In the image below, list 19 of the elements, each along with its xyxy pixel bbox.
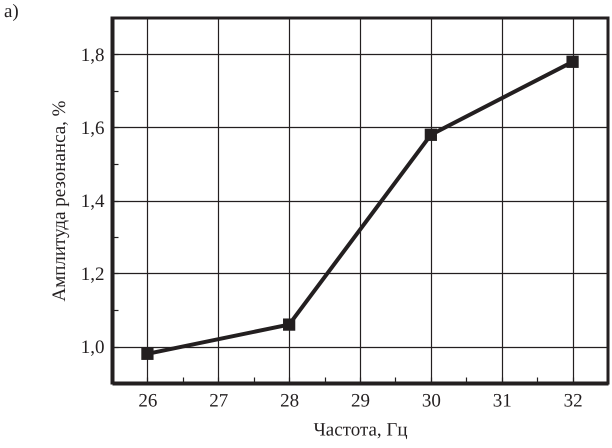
y-tick-label: 1,2 [80, 264, 104, 285]
y-tick-label: 1,0 [80, 337, 104, 358]
x-tick-label: 28 [280, 390, 300, 412]
x-axis-title: Частота, Гц [313, 420, 408, 440]
text: a) [4, 1, 19, 22]
point [283, 318, 296, 331]
y-tick-label: 1,4 [80, 191, 105, 212]
y-tick-label: 1,8 [80, 45, 104, 66]
y-tick-label: 1,6 [80, 118, 104, 139]
x-tick-label: 30 [422, 390, 441, 412]
x-tick-label: 27 [209, 390, 228, 412]
x-tick-label: 29 [351, 390, 370, 412]
x-tick-label: 32 [564, 390, 583, 412]
point [141, 348, 154, 360]
y-axis-title: Амплитуда резонанса, % [48, 100, 70, 302]
point [424, 128, 437, 141]
point [566, 56, 579, 68]
x-tick-label: 26 [138, 390, 158, 412]
x-tick-label: 31 [492, 390, 512, 412]
